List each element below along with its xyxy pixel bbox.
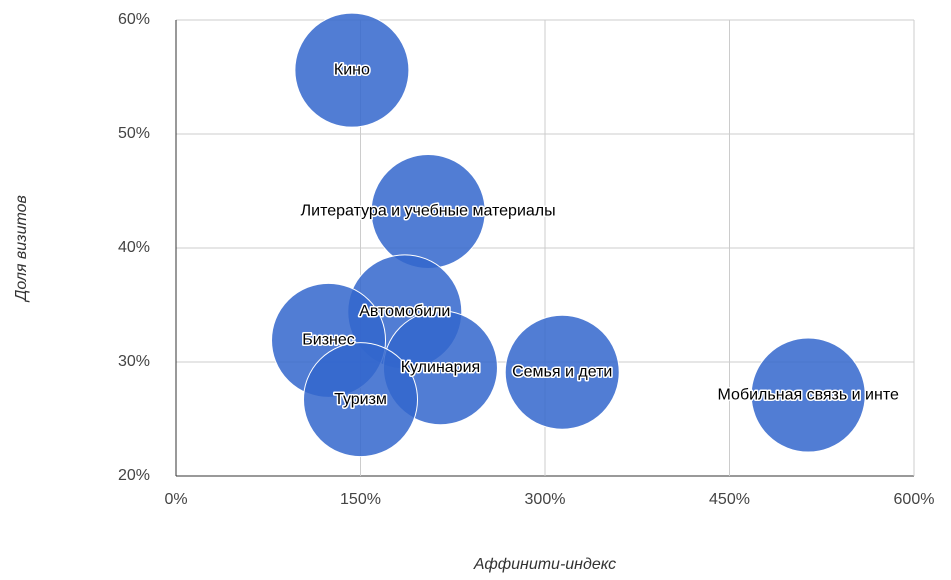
bubble-label: Автомобили — [359, 303, 450, 320]
x-tick-label: 150% — [340, 491, 381, 508]
y-tick-label: 40% — [118, 239, 150, 256]
bubble — [294, 12, 410, 128]
y-tick-label: 30% — [118, 353, 150, 370]
bubble-label: Туризм — [334, 391, 387, 408]
bubble-label: Литература и учебные материалы — [301, 203, 556, 220]
bubble — [303, 342, 418, 458]
x-tick-label: 0% — [164, 491, 187, 508]
x-tick-label: 450% — [709, 491, 750, 508]
bubble-label: Кулинария — [401, 359, 480, 376]
bubble-label: Кино — [334, 61, 370, 78]
bubble-label: Мобильная связь и инте — [718, 386, 899, 403]
y-axis-title: Доля визитов — [13, 195, 30, 303]
y-tick-label: 20% — [118, 467, 150, 484]
x-tick-label: 600% — [894, 491, 935, 508]
x-tick-label: 300% — [525, 491, 566, 508]
bubbles — [271, 12, 866, 458]
bubble — [504, 314, 620, 430]
y-tick-label: 50% — [118, 125, 150, 142]
x-axis-title: Аффинити-индекс — [473, 556, 616, 573]
bubble-label: Семья и дети — [512, 363, 612, 380]
bubble — [750, 337, 866, 453]
bubble-label: Бизнес — [302, 332, 355, 349]
y-tick-label: 60% — [118, 11, 150, 28]
